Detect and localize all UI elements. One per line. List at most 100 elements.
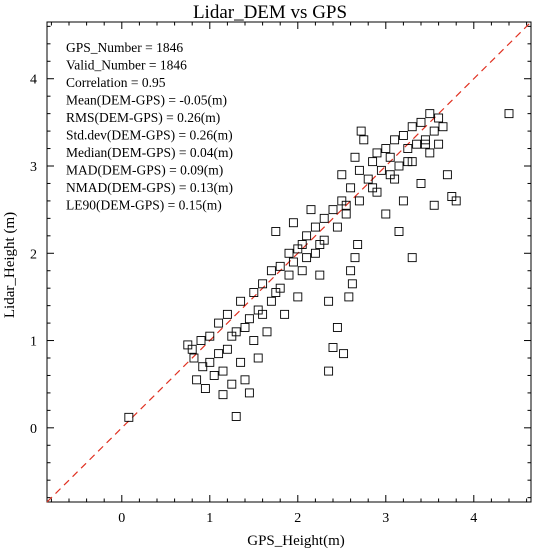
- plot-frame: [46, 21, 532, 503]
- data-point: [293, 292, 303, 302]
- data-point: [328, 343, 338, 352]
- data-point: [324, 296, 334, 306]
- data-point: [231, 412, 241, 421]
- data-point: [381, 209, 391, 219]
- data-point: [266, 266, 276, 276]
- data-point: [124, 412, 134, 422]
- data-point: [390, 135, 400, 145]
- x-tick-label: 4: [470, 511, 477, 526]
- data-point: [354, 196, 364, 206]
- data-point: [347, 279, 357, 289]
- data-point: [385, 152, 395, 162]
- data-point: [236, 357, 246, 367]
- data-point: [187, 344, 197, 354]
- data-point: [407, 253, 417, 263]
- data-point: [284, 270, 294, 280]
- data-point: [425, 109, 435, 119]
- data-point: [205, 357, 215, 367]
- data-point: [196, 336, 206, 345]
- data-point: [346, 266, 356, 276]
- data-point: [353, 240, 363, 249]
- data-point: [244, 388, 254, 398]
- data-point: [214, 318, 224, 328]
- data-point: [344, 292, 354, 302]
- data-point: [319, 213, 329, 223]
- data-point: [376, 165, 386, 175]
- x-axis-label: GPS_Height(m): [247, 533, 345, 549]
- data-point: [249, 288, 259, 297]
- data-point: [192, 375, 202, 385]
- data-point: [354, 165, 364, 175]
- y-tick-label: 1: [30, 335, 37, 350]
- data-point: [504, 109, 514, 119]
- data-point: [284, 248, 294, 258]
- data-point: [288, 257, 298, 267]
- data-point: [310, 222, 320, 232]
- data-point: [398, 131, 408, 140]
- stat-line: GPS_Number = 1846: [66, 40, 183, 55]
- data-point: [332, 222, 342, 232]
- data-point: [227, 379, 237, 389]
- stat-line: Valid_Number = 1846: [66, 58, 187, 73]
- data-point: [222, 344, 232, 354]
- data-point: [434, 139, 444, 149]
- data-point: [200, 384, 210, 393]
- y-tick-label: 0: [30, 422, 37, 437]
- data-point: [394, 227, 404, 236]
- data-point: [416, 117, 426, 127]
- data-point: [218, 390, 228, 400]
- data-point: [209, 371, 219, 380]
- y-axis-label: Lidar_Height (m): [2, 212, 18, 318]
- chart-title: Lidar_DEM vs GPS: [193, 2, 347, 23]
- y-tick-label: 3: [30, 160, 37, 175]
- data-point: [403, 144, 413, 153]
- data-point: [339, 349, 349, 359]
- data-point: [368, 183, 378, 193]
- data-point: [328, 205, 338, 215]
- y-tick-label: 2: [30, 247, 37, 262]
- data-point: [262, 327, 272, 337]
- data-point: [218, 366, 228, 376]
- data-point: [356, 126, 366, 136]
- data-point: [429, 126, 439, 136]
- data-point: [253, 305, 263, 315]
- x-tick-label: 1: [206, 511, 213, 526]
- data-points: [124, 109, 514, 422]
- data-point: [372, 148, 382, 158]
- stat-line: NMAD(DEM-GPS) = 0.13(m): [66, 180, 233, 195]
- stat-line: MAD(DEM-GPS) = 0.09(m): [66, 163, 223, 178]
- y-tick-label: 4: [30, 73, 37, 88]
- data-point: [429, 200, 439, 210]
- data-point: [205, 331, 215, 341]
- data-point: [302, 231, 312, 241]
- data-point: [350, 253, 360, 263]
- data-point: [244, 314, 254, 324]
- x-tick-label: 0: [118, 511, 125, 526]
- stat-line: Median(DEM-GPS) = 0.04(m): [66, 145, 233, 160]
- data-point: [403, 157, 413, 167]
- data-point: [258, 279, 268, 289]
- data-point: [240, 375, 250, 385]
- data-point: [253, 353, 263, 363]
- data-point: [271, 288, 281, 297]
- data-point: [407, 122, 417, 132]
- data-point: [425, 148, 435, 158]
- data-point: [394, 161, 404, 171]
- data-point: [297, 266, 307, 276]
- data-point: [385, 170, 395, 180]
- data-point: [420, 139, 430, 149]
- stat-line: Std.dev(DEM-GPS) = 0.26(m): [66, 128, 233, 143]
- data-point: [315, 240, 325, 249]
- data-point: [271, 227, 281, 236]
- data-point: [240, 323, 250, 332]
- stat-line: Correlation = 0.95: [66, 75, 166, 90]
- data-point: [324, 366, 334, 376]
- data-point: [266, 296, 276, 306]
- data-point: [297, 240, 307, 249]
- data-point: [368, 157, 378, 167]
- data-point: [337, 170, 347, 180]
- data-point: [275, 261, 285, 271]
- data-point: [363, 174, 373, 184]
